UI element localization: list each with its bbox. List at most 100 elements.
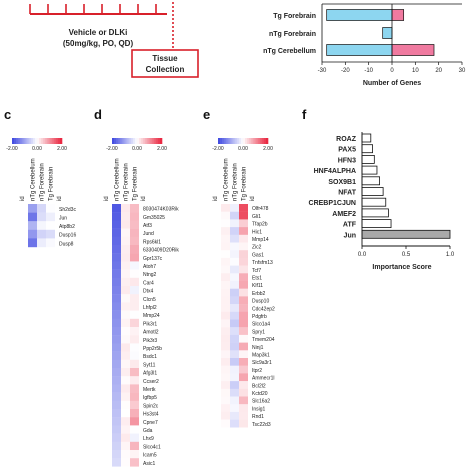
heatmap-cell <box>130 392 139 401</box>
heatmap-gene-label: Dusp8 <box>59 241 74 247</box>
heatmap-cell <box>112 302 121 311</box>
heatmap-cell <box>130 236 139 246</box>
color-scale-segment <box>116 138 119 144</box>
importance-bar-chart: ROAZ PAX5 HFN3 HNF4ALPHA SOX9B1 NFAT CREBP1CJU… <box>309 132 455 271</box>
heatmap-column-label: Tg Forebrain <box>49 167 55 201</box>
importance-category-label: PAX5 <box>338 147 356 154</box>
heatmap-gene-label: Slc16a2 <box>252 399 270 405</box>
heatmap-gene-label: Klf11 <box>252 283 263 289</box>
heatmap-cell <box>121 351 130 360</box>
heatmap-cell <box>221 227 230 235</box>
color-scale-segment <box>47 138 50 144</box>
heatmap-cell <box>239 227 248 235</box>
color-scale-segment <box>130 138 134 144</box>
heatmap-cell <box>130 417 139 426</box>
heatmap-id-label: id <box>213 196 219 201</box>
heatmap-cell <box>121 376 130 385</box>
heatmap-cell <box>239 419 248 428</box>
heatmap-cell <box>28 212 37 222</box>
heatmap-cell <box>112 392 121 401</box>
color-scale-segment <box>143 138 146 144</box>
heatmap-cell <box>230 327 239 336</box>
heatmap-cell <box>221 358 230 366</box>
heatmap-cell <box>221 327 230 336</box>
heatmap-cell <box>46 221 55 230</box>
importance-bar <box>361 197 387 207</box>
heatmap-cell <box>121 302 130 311</box>
heatmap-gene-label: Tcf7 <box>252 268 261 274</box>
heatmap-gene-label: Atp8b2 <box>59 224 75 230</box>
heatmap-gene-label: Ccser2 <box>143 379 159 385</box>
heatmap-cell <box>121 253 130 262</box>
heatmap-cell <box>130 343 139 352</box>
heatmap-id-label: id <box>20 196 26 201</box>
heatmap-cell <box>37 221 46 230</box>
heatmap-cell <box>130 458 139 467</box>
color-scale-segment <box>265 138 269 144</box>
heatmap-cell <box>221 204 230 212</box>
color-scale-segment <box>255 138 258 144</box>
heatmap-cell <box>239 381 248 389</box>
genes-category-label: nTg Cerebellum <box>263 48 316 55</box>
heatmap-cell <box>112 441 121 451</box>
color-scale-segment <box>55 138 59 144</box>
color-scale-segment <box>155 138 159 144</box>
heatmap-column-label: nTg Forebrain <box>233 163 239 201</box>
tissue-collection-box <box>131 49 199 78</box>
heatmap-cell <box>239 288 248 297</box>
color-scale-segment <box>243 138 246 144</box>
protocol-diagram: Vehicle or DLKi (50mg/kg, PO, QD) Tissue… <box>29 2 199 78</box>
heatmap-cell <box>221 265 230 274</box>
color-scale-segment <box>230 138 233 144</box>
heatmap-cell <box>230 227 239 235</box>
importance-tick-label: 0.0 <box>358 252 367 258</box>
color-scale-segment <box>132 138 136 144</box>
genes-bar-down <box>326 9 393 21</box>
heatmap-gene-label: Car4 <box>143 280 154 286</box>
heatmap-column-label: nTg Forebrain <box>124 163 130 201</box>
heatmap-cell <box>130 220 139 229</box>
color-scale-segment <box>26 138 29 144</box>
importance-category-label: HFN3 <box>338 157 356 164</box>
heatmap-cell <box>46 212 55 222</box>
heatmap-gene-label: Map3k1 <box>252 352 270 358</box>
color-scale-segment <box>145 138 148 144</box>
color-scale-segment <box>34 138 38 144</box>
heatmap-gene-label: Lhx9 <box>143 436 154 442</box>
heatmap-gene-label: Mmp24 <box>143 313 160 319</box>
color-scale-segment <box>149 138 152 144</box>
heatmap-gene-label: Tsc22d3 <box>252 422 271 428</box>
heatmap-cell <box>112 277 121 287</box>
heatmap-cell <box>239 319 248 328</box>
heatmap-cell <box>230 281 239 289</box>
heatmap-cell <box>230 250 239 259</box>
heatmap-cell <box>130 302 139 311</box>
heatmap-cell <box>112 310 121 319</box>
tissue-label: Tissue <box>152 54 178 63</box>
heatmap-gene-label: Gas1 <box>252 252 264 258</box>
color-scale-segment <box>114 138 117 144</box>
heatmap-cell <box>121 261 130 270</box>
heatmap-column-label: nTg Forebrain <box>40 163 46 201</box>
heatmap-cell <box>239 257 248 266</box>
heatmap-cell <box>28 221 37 230</box>
heatmap-cell <box>230 365 239 374</box>
heatmap-column-label: Tg Forebrain <box>133 167 139 201</box>
color-scale-segment <box>141 138 144 144</box>
heatmap-cell <box>230 273 239 282</box>
heatmap-cell <box>221 396 230 405</box>
color-scale-segment <box>218 138 221 144</box>
color-scale-segment <box>245 138 248 144</box>
heatmap-cell <box>130 351 139 360</box>
heatmap-gene-label: Lhfpl2 <box>143 305 157 311</box>
color-scale-label: 2.00 <box>57 146 67 152</box>
heatmap-cell <box>230 419 239 428</box>
heatmap-cell <box>221 257 230 266</box>
heatmap-cell <box>239 265 248 274</box>
color-scale-segment <box>24 138 27 144</box>
collection-label: Collection <box>146 65 185 74</box>
color-scale-segment <box>257 138 260 144</box>
heatmap-cell <box>239 250 248 259</box>
heatmap-cell <box>121 384 130 393</box>
heatmap-cell <box>230 257 239 266</box>
